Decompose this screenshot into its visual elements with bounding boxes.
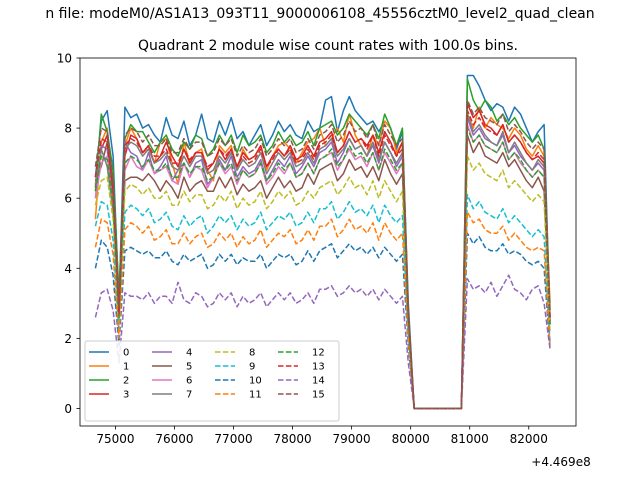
legend-label-5: 5 bbox=[186, 362, 192, 373]
legend-label-14: 14 bbox=[312, 376, 325, 387]
y-tick-label: 4 bbox=[64, 262, 72, 276]
legend-label-12: 12 bbox=[312, 348, 325, 359]
plot-frame bbox=[79, 57, 577, 427]
legend-label-1: 1 bbox=[123, 362, 129, 373]
x-tick-label: 80000 bbox=[392, 432, 430, 446]
series-line-15 bbox=[94, 99, 551, 410]
x-tick-label: 77000 bbox=[214, 432, 252, 446]
x-tick-label: 78000 bbox=[273, 432, 311, 446]
legend-label-6: 6 bbox=[186, 376, 192, 387]
legend-label-4: 4 bbox=[186, 348, 192, 359]
series-line-10 bbox=[94, 232, 551, 410]
series-line-2 bbox=[94, 78, 551, 410]
legend-label-0: 0 bbox=[123, 348, 129, 359]
legend-box bbox=[84, 340, 340, 422]
y-tick-label: 2 bbox=[64, 332, 72, 346]
legend-label-15: 15 bbox=[312, 390, 325, 401]
legend-label-10: 10 bbox=[249, 376, 262, 387]
series-line-8 bbox=[94, 155, 551, 410]
chart-title: Quadrant 2 module wise count rates with … bbox=[138, 38, 518, 54]
series-line-5 bbox=[94, 134, 551, 410]
x-tick-label: 81000 bbox=[451, 432, 489, 446]
legend-label-11: 11 bbox=[249, 390, 262, 401]
legend-label-2: 2 bbox=[123, 376, 129, 387]
series-line-11 bbox=[94, 211, 551, 410]
legend-label-7: 7 bbox=[186, 390, 192, 401]
x-tick-label: 76000 bbox=[155, 432, 193, 446]
series-line-13 bbox=[94, 109, 551, 410]
x-tick-label: 79000 bbox=[333, 432, 371, 446]
y-tick-label: 8 bbox=[64, 122, 72, 136]
series-layer bbox=[94, 74, 551, 410]
y-tick-label: 0 bbox=[64, 402, 72, 416]
figure-suptitle: n file: modeM0/AS1A13_093T11_9000006108_… bbox=[45, 6, 594, 22]
series-line-3 bbox=[94, 102, 551, 410]
series-line-14 bbox=[94, 274, 551, 410]
series-line-7 bbox=[94, 113, 551, 410]
legend-label-8: 8 bbox=[249, 348, 255, 359]
legend-label-9: 9 bbox=[249, 362, 255, 373]
series-line-9 bbox=[94, 193, 551, 410]
x-tick-label: 75000 bbox=[96, 432, 134, 446]
series-line-12 bbox=[94, 127, 551, 410]
legend-label-13: 13 bbox=[312, 362, 325, 373]
axis-layer: 75000 76000 77000 78000 79000 80000 81000 82000… bbox=[57, 52, 548, 447]
series-line-0 bbox=[94, 74, 551, 410]
legend-label-3: 3 bbox=[123, 390, 129, 401]
y-tick-label: 10 bbox=[57, 52, 72, 66]
y-tick-label: 6 bbox=[64, 192, 72, 206]
x-tick-label: 82000 bbox=[510, 432, 548, 446]
x-offset-label: +4.469e8 bbox=[531, 455, 590, 469]
